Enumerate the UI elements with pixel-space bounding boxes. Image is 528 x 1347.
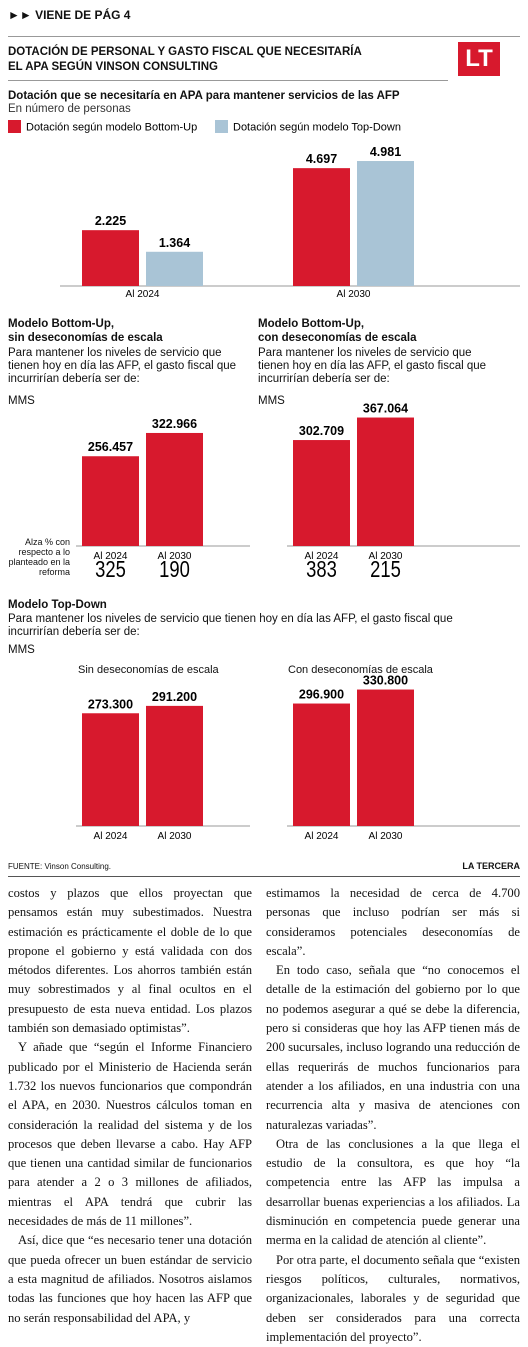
category-label: Al 2030 [369,831,403,842]
page-body: ►► VIENE DE PÁG 4 DOTACIÓN DE PERSONAL Y… [8,8,520,1344]
rule [8,80,448,81]
title-line: con deseconomías de escala [258,332,417,344]
unit: MMS [8,644,35,656]
value-label: 256.457 [88,440,133,454]
increase: 215 [370,557,401,582]
increase: 383 [306,557,337,582]
bar [293,168,350,286]
bar [146,705,203,826]
paragraph: costos y plazos que ellos proyectan que … [8,886,252,1036]
bar [82,230,139,286]
paragraph: En todo caso, señala que “no conocemos e… [266,963,520,1132]
bar [357,161,414,286]
bar [82,456,139,546]
chart-title: Con deseconomías de escala [288,664,433,676]
charts: Dotación según modelo Bottom-Up 2.225 4.69… [8,120,520,842]
bar [82,713,139,826]
legend-label: Dotación según modelo Top-Down [233,122,401,134]
chart-title: Modelo Bottom-Up, con deseconomías de esc… [258,317,417,345]
category-label: Al 2024 [94,551,128,562]
brand: LA TERCERA [462,861,520,871]
paragraph: Por otra parte, el documento señala que … [266,1252,520,1344]
category-label: Al 2024 [126,289,160,300]
unit: MMS [8,395,35,407]
value-label: 296.900 [299,688,344,702]
increase: 325 [95,557,126,582]
rule [8,876,520,877]
page: {"header": {"continued": "VIENE DE PÁG 4… [8,8,520,1344]
title-line: Modelo Bottom-Up, [258,318,365,330]
value-label: 291.200 [152,690,197,704]
chart-subtitle: En número de personas [8,103,131,115]
chart-title: Sin deseconomías de escala [78,664,219,676]
value-label: 367.064 [363,402,408,416]
continued-from: ►► VIENE DE PÁG 4 [8,8,130,22]
value-label: 2.225 [95,214,126,228]
bar [357,417,414,546]
bar [293,703,350,826]
paragraph: Y añade que “según el Informe Financiero… [8,1040,252,1229]
value-label: 1.364 [159,236,190,250]
logo: LT [458,42,500,76]
category-label: Al 2030 [158,831,192,842]
value-label: 322.966 [152,417,197,431]
increase-label: Alza % con respecto a lo planteado en la… [8,537,70,577]
category-label: Al 2024 [305,551,339,562]
legend-swatch [215,120,228,133]
category-label: Al 2024 [305,831,339,842]
chart-subtitle: Para mantener los niveles de servicio qu… [258,347,487,385]
category-label: Al 2030 [158,551,192,562]
legend-label: Dotación según modelo Bottom-Up [26,122,197,134]
increase: 190 [159,557,190,582]
bar [293,440,350,546]
infographic-title: DOTACIÓN DE PERSONAL Y GASTO FISCAL QUE … [8,46,362,73]
value-label: 4.697 [306,152,337,166]
category-label: Al 2024 [94,831,128,842]
article-column: estimamos la necesidad de cerca de 4.700… [266,884,520,1347]
paragraph: estimamos la necesidad de cerca de 4.700… [266,886,520,958]
value-label: 330.800 [363,674,408,688]
source: FUENTE: Vinson Consulting. [8,862,112,871]
continued-text: VIENE DE PÁG 4 [35,8,131,22]
value-label: 273.300 [88,697,133,711]
bar [357,689,414,826]
title-line: sin deseconomías de escala [8,332,163,344]
section-subtitle: Para mantener los niveles de servicio qu… [8,613,453,638]
legend-swatch [8,120,21,133]
category-label: Al 2030 [369,551,403,562]
rule [8,36,520,37]
chart-title: Modelo Bottom-Up, sin deseconomías de esc… [8,317,163,345]
chart-title: Dotación que se necesitaría en APA para … [8,90,400,102]
section-title: Modelo Top-Down [8,599,107,611]
unit: MMS [258,395,285,407]
category-label: Al 2030 [337,289,371,300]
value-label: 4.981 [370,145,401,159]
title-line: Modelo Bottom-Up, [8,318,115,330]
article-column: costos y plazos que ellos proyectan que … [8,884,252,1328]
bar [146,432,203,546]
value-label: 302.709 [299,424,344,438]
bar [146,251,203,286]
paragraph: Otra de las conclusiones a la que llega … [266,1136,520,1248]
chart-subtitle: Para mantener los niveles de servicio qu… [8,347,237,385]
arrows: ►► [8,8,36,22]
